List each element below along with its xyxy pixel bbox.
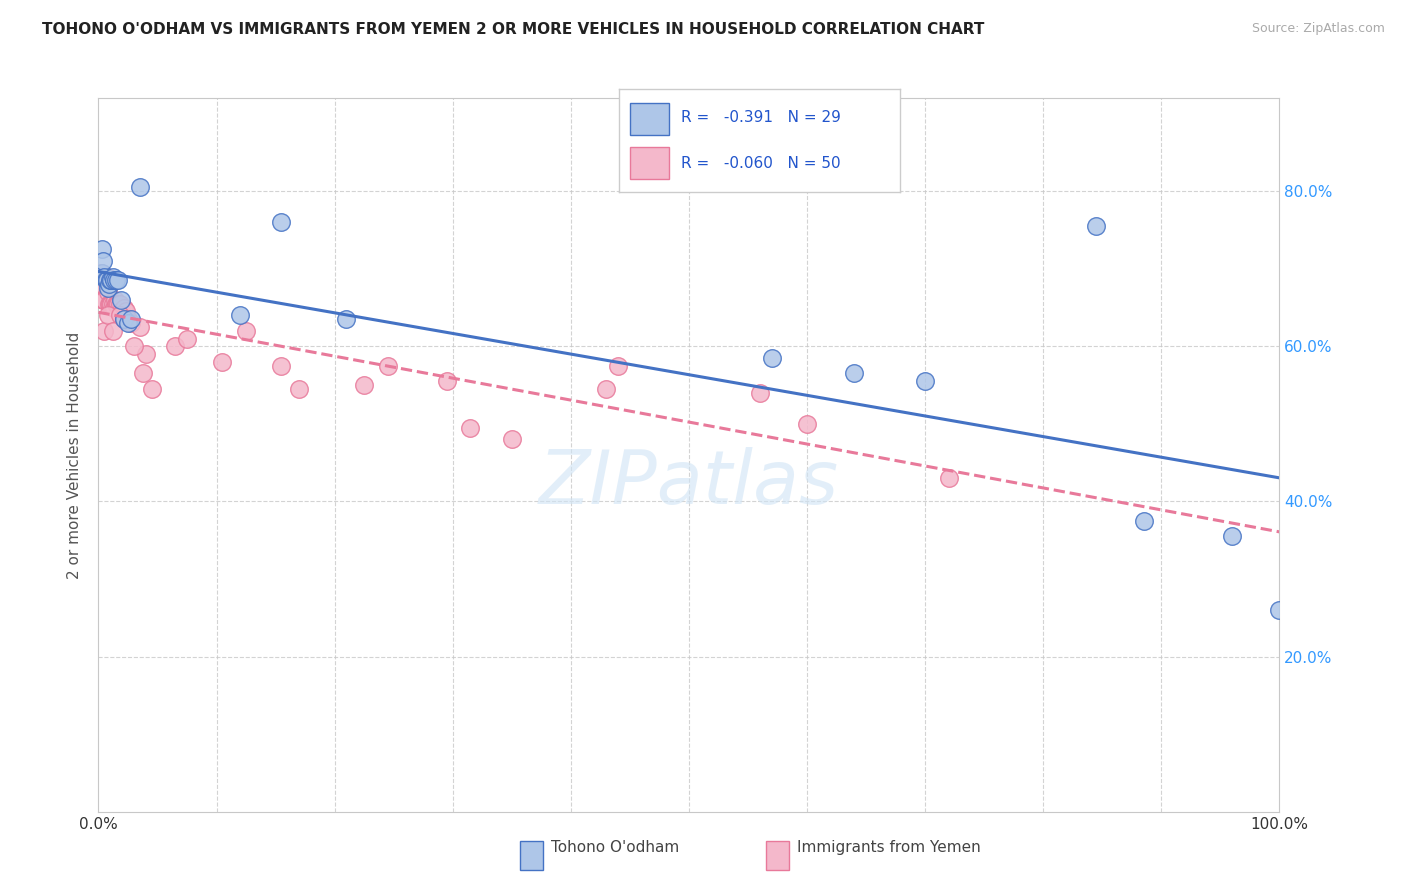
Point [91, 243, 114, 257]
Point [914, 374, 936, 388]
Point [104, 293, 127, 307]
Point [101, 269, 124, 284]
Point [107, 296, 129, 310]
Bar [630, 103, 669, 136]
Point [112, 312, 135, 326]
Point [110, 304, 132, 318]
Point [1268, 603, 1291, 617]
Point [94, 269, 117, 284]
Point [270, 359, 292, 373]
Text: TOHONO O'ODHAM VS IMMIGRANTS FROM YEMEN 2 OR MORE VEHICLES IN HOUSEHOLD CORRELAT: TOHONO O'ODHAM VS IMMIGRANTS FROM YEMEN … [42, 22, 984, 37]
Point [100, 273, 122, 287]
Point [98, 273, 121, 287]
Point [607, 359, 630, 373]
Text: ZIPatlas: ZIPatlas [538, 448, 839, 519]
Point [938, 471, 960, 485]
Point [111, 308, 134, 322]
Point [90, 266, 112, 280]
Point [211, 355, 233, 369]
Point [436, 374, 458, 388]
Point [105, 273, 128, 287]
Point [101, 324, 124, 338]
Point [128, 320, 150, 334]
Point [121, 316, 143, 330]
Text: Tohono O'odham: Tohono O'odham [551, 840, 679, 855]
Point [270, 215, 292, 229]
Point [100, 296, 122, 310]
Point [93, 293, 115, 307]
Text: R =   -0.391   N = 29: R = -0.391 N = 29 [681, 111, 841, 126]
Point [121, 312, 143, 326]
Point [796, 417, 818, 431]
Point [353, 378, 375, 392]
Point [108, 308, 131, 322]
Point [108, 296, 131, 310]
Y-axis label: 2 or more Vehicles in Household: 2 or more Vehicles in Household [67, 331, 83, 579]
Point [1132, 514, 1154, 528]
Point [96, 273, 118, 287]
Point [91, 277, 114, 292]
Point [122, 339, 145, 353]
Point [97, 285, 120, 299]
Point [103, 273, 125, 287]
Point [110, 293, 132, 307]
Point [117, 312, 139, 326]
Point [748, 385, 770, 400]
Point [595, 382, 617, 396]
Point [98, 296, 121, 310]
Point [844, 367, 866, 381]
Point [229, 308, 252, 322]
Point [335, 312, 357, 326]
Point [1220, 529, 1243, 543]
Point [91, 293, 114, 307]
Point [101, 296, 124, 310]
Point [112, 301, 135, 315]
Point [105, 296, 128, 310]
Point [128, 180, 150, 194]
Point [98, 277, 121, 292]
Point [103, 301, 125, 315]
Point [132, 367, 155, 381]
Point [460, 421, 482, 435]
Text: R =   -0.060   N = 50: R = -0.060 N = 50 [681, 155, 841, 170]
Point [501, 433, 523, 447]
Point [117, 316, 139, 330]
Point [1085, 219, 1108, 233]
Point [176, 332, 198, 346]
Point [135, 347, 157, 361]
Point [97, 281, 120, 295]
Text: Immigrants from Yemen: Immigrants from Yemen [797, 840, 981, 855]
Text: Source: ZipAtlas.com: Source: ZipAtlas.com [1251, 22, 1385, 36]
Point [93, 269, 115, 284]
Bar [630, 146, 669, 179]
Point [114, 304, 136, 318]
Point [93, 324, 115, 338]
Point [94, 273, 117, 287]
Point [288, 382, 311, 396]
Point [377, 359, 399, 373]
Point [165, 339, 187, 353]
Point [761, 351, 783, 365]
Point [93, 293, 115, 307]
Point [112, 312, 135, 326]
Point [97, 308, 120, 322]
Point [98, 296, 121, 310]
Point [105, 296, 128, 310]
Point [91, 266, 114, 280]
Point [235, 324, 257, 338]
Point [96, 269, 118, 284]
Point [141, 382, 163, 396]
Point [91, 254, 114, 268]
Point [107, 273, 129, 287]
